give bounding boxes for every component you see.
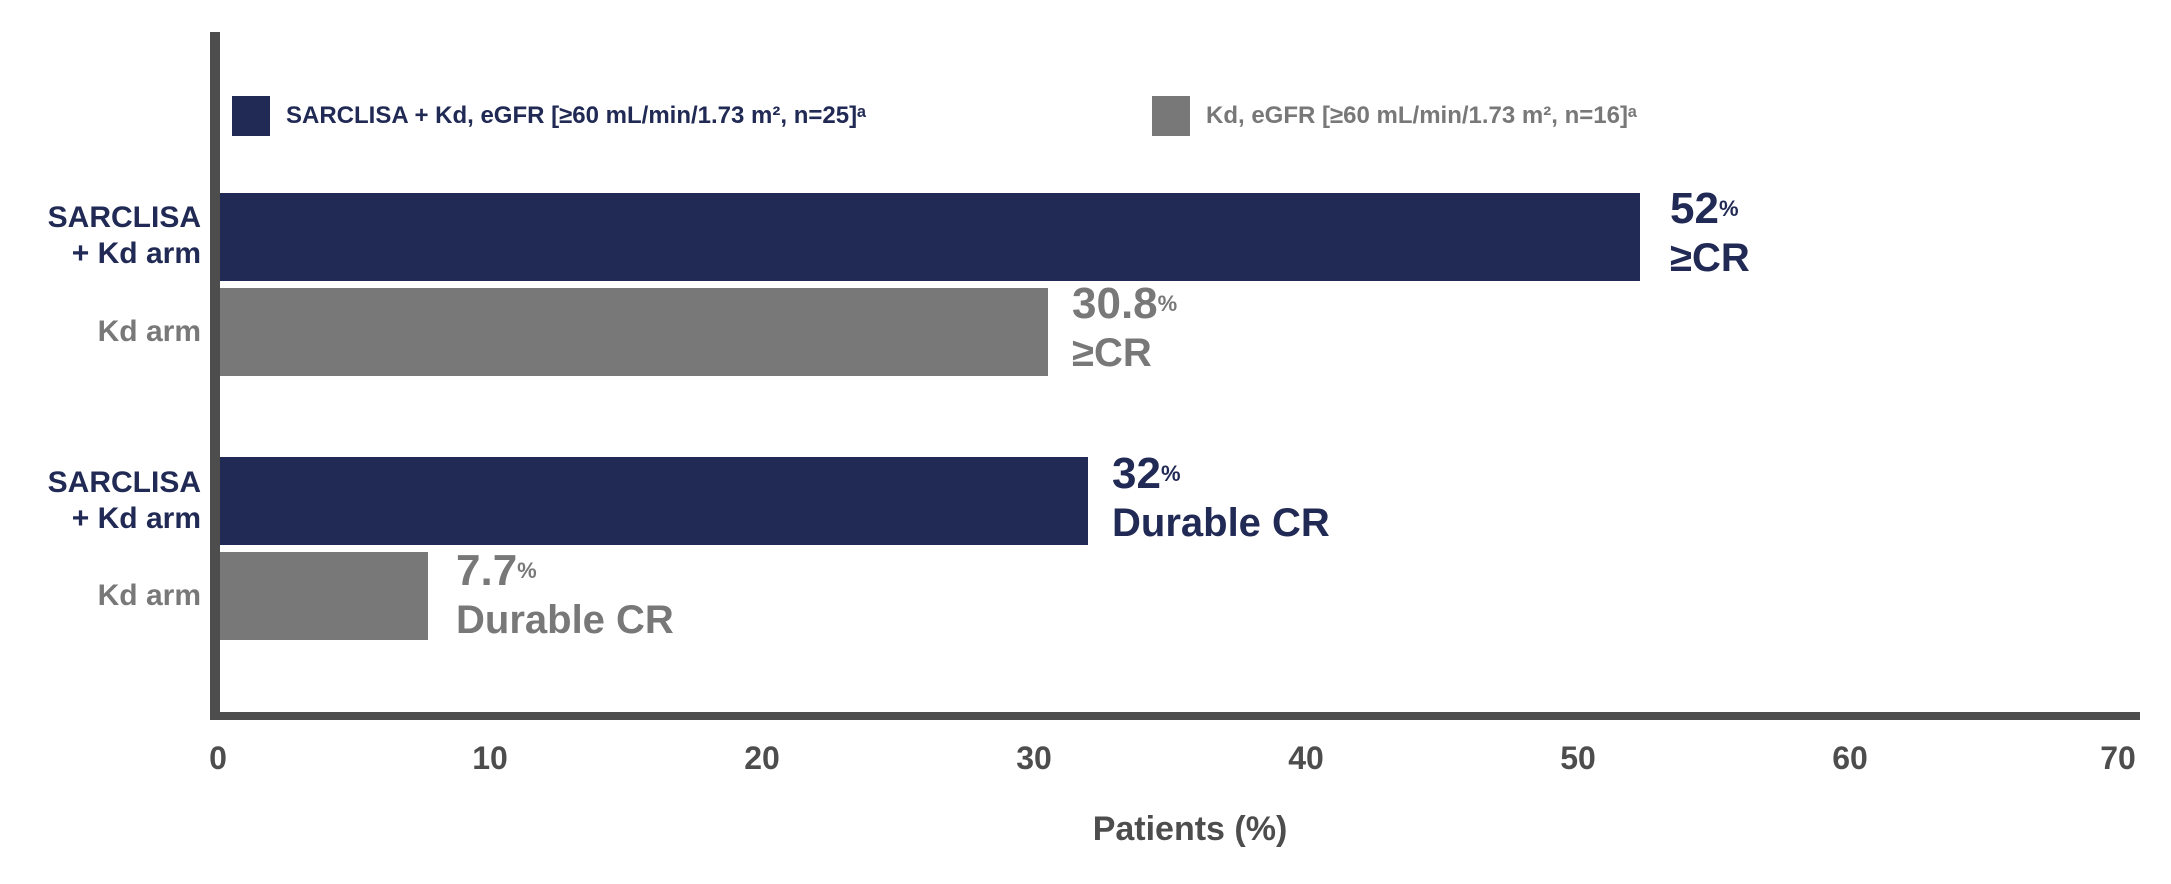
row-label-line: + Kd arm <box>71 502 201 535</box>
value-number: 7.7 <box>456 546 518 595</box>
value-sublabel: Durable CR <box>456 598 674 642</box>
x-tick: 0 <box>209 740 227 776</box>
row-label-kd-2: Kd arm <box>97 579 201 612</box>
legend-label: Kd, eGFR [≥60 mL/min/1.73 m², n=16]ᵃ <box>1206 102 1638 129</box>
x-tick: 30 <box>1016 740 1052 776</box>
row-label-line: + Kd arm <box>71 237 201 270</box>
x-tick: 60 <box>1832 740 1868 776</box>
row-label-line: SARCLISA <box>47 466 201 499</box>
value-sublabel: Durable CR <box>1112 501 1330 545</box>
row-label-sarclisa-kd-2: SARCLISA + Kd arm <box>48 465 201 537</box>
x-tick: 40 <box>1288 740 1324 776</box>
x-tick: 10 <box>472 740 508 776</box>
value-number: 32 <box>1112 449 1161 498</box>
value-number: 30.8 <box>1072 279 1158 328</box>
value-percent: % <box>1157 291 1178 316</box>
value-percent: % <box>1160 461 1181 486</box>
x-axis-line <box>210 712 2140 720</box>
legend-label: SARCLISA + Kd, eGFR [≥60 mL/min/1.73 m²,… <box>286 102 867 129</box>
legend-swatch-gray <box>1152 96 1190 136</box>
legend-item-kd: Kd, eGFR [≥60 mL/min/1.73 m², n=16]ᵃ <box>1152 96 1637 136</box>
value-percent: % <box>1718 196 1739 221</box>
x-axis-title: Patients (%) <box>1092 810 1288 848</box>
value-number: 52 <box>1670 184 1719 233</box>
bar-sarclisa-kd-cr <box>220 193 1640 281</box>
bar-kd-cr <box>220 288 1048 376</box>
legend-item-sarclisa-kd: SARCLISA + Kd, eGFR [≥60 mL/min/1.73 m²,… <box>232 96 866 136</box>
bar-sarclisa-kd-durable-cr <box>220 457 1088 545</box>
legend-swatch-navy <box>232 96 270 136</box>
y-axis-line <box>210 32 220 720</box>
x-tick: 70 <box>2100 740 2136 776</box>
x-tick: 50 <box>1560 740 1596 776</box>
row-label-kd-1: Kd arm <box>97 315 201 348</box>
value-label-sarclisa-kd-cr: 52% ≥CR <box>1670 187 1750 280</box>
value-sublabel: ≥CR <box>1670 236 1750 280</box>
row-label-line: SARCLISA <box>47 201 201 234</box>
x-tick: 20 <box>744 740 780 776</box>
bar-kd-durable-cr <box>220 552 428 640</box>
value-label-sarclisa-kd-durable-cr: 32% Durable CR <box>1112 452 1330 545</box>
value-percent: % <box>517 558 537 583</box>
value-label-kd-durable-cr: 7.7% Durable CR <box>456 549 674 642</box>
row-label-sarclisa-kd-1: SARCLISA + Kd arm <box>48 200 201 272</box>
value-sublabel: ≥CR <box>1072 331 1152 375</box>
value-label-kd-cr: 30.8% ≥CR <box>1072 282 1178 375</box>
